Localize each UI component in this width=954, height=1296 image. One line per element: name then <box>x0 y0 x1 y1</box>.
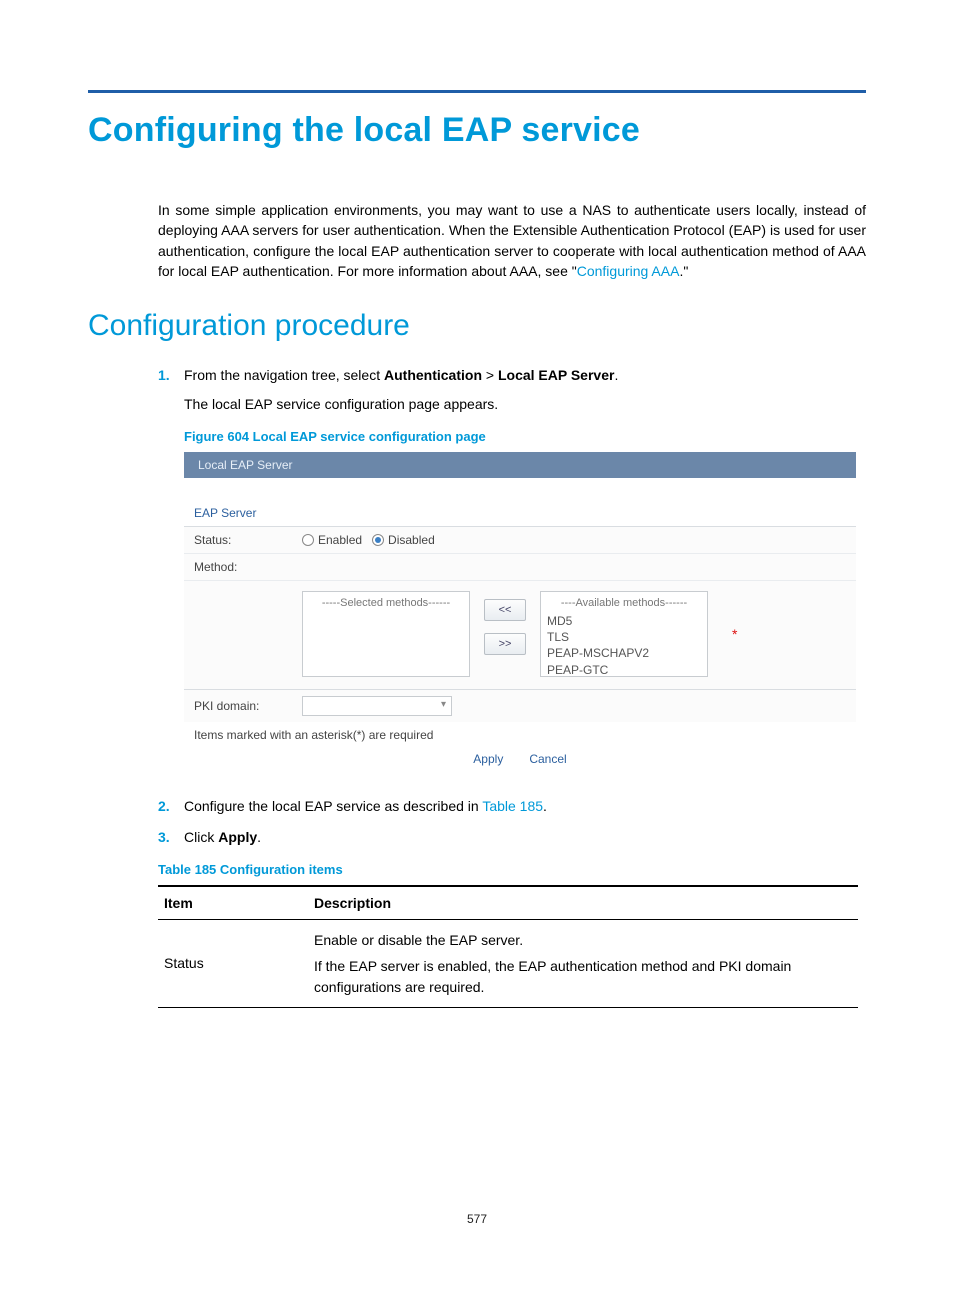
step-3-number: 3. <box>158 827 170 848</box>
table-header-item: Item <box>158 886 308 920</box>
step-2: 2. Configure the local EAP service as de… <box>158 796 866 817</box>
table-185-link[interactable]: Table 185 <box>482 798 543 814</box>
apply-button[interactable]: Apply <box>473 752 503 766</box>
status-disabled-radio[interactable]: Disabled <box>372 533 435 547</box>
move-right-button[interactable]: >> <box>484 633 526 655</box>
tab-local-eap-server[interactable]: Local EAP Server <box>184 452 307 478</box>
step-3-pre: Click <box>184 829 218 845</box>
available-method-item[interactable]: PEAP-MSCHAPV2 <box>547 645 701 661</box>
intro-link[interactable]: Configuring AAA <box>577 263 680 279</box>
table-cell-description: Enable or disable the EAP server. If the… <box>308 920 858 1008</box>
status-label: Status: <box>194 533 302 547</box>
step-1-mid: > <box>482 367 498 383</box>
intro-text-pre: In some simple application environments,… <box>158 202 866 279</box>
eap-config-screenshot: Local EAP Server EAP Server Status: Enab… <box>184 452 856 780</box>
page-title: Configuring the local EAP service <box>88 111 866 150</box>
available-method-item[interactable]: TLS <box>547 629 701 645</box>
available-method-item[interactable]: MD5 <box>547 613 701 629</box>
cancel-button[interactable]: Cancel <box>529 752 566 766</box>
step-1-post: . <box>614 367 618 383</box>
table-caption: Table 185 Configuration items <box>158 862 866 877</box>
desc-line-2: If the EAP server is enabled, the EAP au… <box>314 956 852 997</box>
step-1-b2: Local EAP Server <box>498 367 614 383</box>
available-method-item[interactable]: PEAP-GTC <box>547 662 701 678</box>
figure-caption: Figure 604 Local EAP service configurati… <box>184 429 866 444</box>
pki-domain-row: PKI domain: <box>184 689 856 722</box>
selected-methods-listbox[interactable]: -----Selected methods------ <box>302 591 470 677</box>
page-number: 577 <box>0 1212 954 1226</box>
step-2-number: 2. <box>158 796 170 817</box>
pki-domain-label: PKI domain: <box>194 699 302 713</box>
available-methods-header: ----Available methods------ <box>547 596 701 611</box>
step-3-post: . <box>257 829 261 845</box>
step-1-b1: Authentication <box>384 367 482 383</box>
status-enabled-radio[interactable]: Enabled <box>302 533 362 547</box>
configuration-items-table: Item Description Status Enable or disabl… <box>158 885 858 1008</box>
status-disabled-label: Disabled <box>388 533 435 547</box>
step-1-text: From the navigation tree, select Authent… <box>184 367 618 383</box>
step-3-b: Apply <box>218 829 257 845</box>
intro-paragraph: In some simple application environments,… <box>88 200 866 281</box>
step-2-post: . <box>543 798 547 814</box>
step-2-pre: Configure the local EAP service as descr… <box>184 798 482 814</box>
step-1-number: 1. <box>158 365 170 386</box>
pki-domain-dropdown[interactable] <box>302 696 452 716</box>
required-note: Items marked with an asterisk(*) are req… <box>184 722 856 742</box>
section-heading: Configuration procedure <box>88 309 866 343</box>
step-2-text: Configure the local EAP service as descr… <box>184 798 547 814</box>
method-transfer-area: -----Selected methods------ << >> ----Av… <box>184 580 856 689</box>
method-row: Method: <box>184 553 856 580</box>
radio-icon <box>302 534 314 546</box>
desc-line-1: Enable or disable the EAP server. <box>314 930 852 950</box>
step-3: 3. Click Apply. <box>158 827 866 848</box>
step-3-text: Click Apply. <box>184 829 261 845</box>
move-left-button[interactable]: << <box>484 599 526 621</box>
intro-text-post: ." <box>679 263 688 279</box>
step-1: 1. From the navigation tree, select Auth… <box>158 365 866 415</box>
status-enabled-label: Enabled <box>318 533 362 547</box>
required-asterisk: * <box>732 626 737 642</box>
top-rule <box>88 90 866 93</box>
step-1-pre: From the navigation tree, select <box>184 367 384 383</box>
table-header-description: Description <box>308 886 858 920</box>
selected-methods-header: -----Selected methods------ <box>309 596 463 611</box>
table-row: Status Enable or disable the EAP server.… <box>158 920 858 1008</box>
table-cell-item: Status <box>158 920 308 1008</box>
eap-server-section-title: EAP Server <box>184 506 856 526</box>
available-methods-listbox[interactable]: ----Available methods------ MD5 TLS PEAP… <box>540 591 708 677</box>
status-row: Status: Enabled Disabled <box>184 526 856 553</box>
step-1-subtext: The local EAP service configuration page… <box>184 394 866 415</box>
method-label: Method: <box>194 560 302 574</box>
tab-bar: Local EAP Server <box>184 452 856 478</box>
radio-icon <box>372 534 384 546</box>
